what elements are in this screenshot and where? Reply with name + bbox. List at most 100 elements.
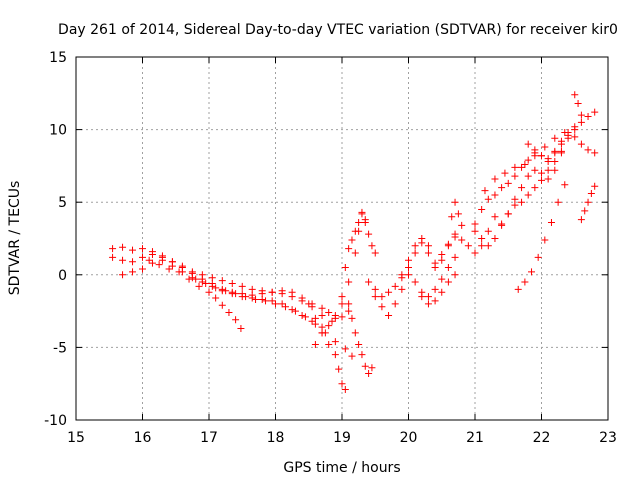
data-point	[587, 189, 595, 197]
data-point	[185, 275, 193, 283]
x-tick-label: 15	[67, 430, 85, 446]
series-trace-u	[577, 182, 599, 224]
data-point	[591, 108, 599, 116]
y-tick-label: 10	[49, 123, 67, 139]
data-point	[398, 271, 406, 279]
data-point	[514, 285, 522, 293]
data-point	[371, 285, 379, 293]
data-point	[405, 271, 412, 279]
data-point	[398, 285, 406, 293]
data-point	[378, 293, 386, 301]
data-point	[464, 242, 472, 250]
data-point	[518, 198, 526, 206]
data-point	[484, 242, 492, 250]
data-point	[348, 352, 356, 360]
data-point	[208, 282, 216, 290]
data-point	[511, 172, 519, 180]
data-point	[341, 345, 349, 353]
data-point	[188, 274, 196, 282]
grid-lines	[76, 57, 608, 420]
data-point	[218, 277, 226, 285]
data-point	[491, 191, 499, 199]
data-point	[591, 149, 599, 157]
data-point	[521, 278, 529, 286]
data-point	[471, 249, 479, 257]
data-point	[318, 304, 326, 312]
data-point	[498, 184, 506, 192]
data-point	[471, 227, 479, 235]
data-point	[328, 317, 336, 325]
data-point	[551, 166, 559, 174]
data-point	[418, 239, 426, 247]
data-point	[232, 290, 240, 298]
data-point	[411, 249, 419, 257]
data-point	[584, 113, 592, 121]
series-trace-h	[331, 208, 369, 322]
data-point	[438, 288, 446, 296]
data-point	[524, 156, 532, 164]
data-point	[301, 313, 309, 321]
data-point	[288, 288, 296, 296]
data-point	[331, 351, 339, 359]
data-point	[405, 264, 412, 272]
data-point	[504, 179, 512, 187]
data-point	[418, 293, 426, 301]
data-point	[252, 295, 260, 303]
data-point	[378, 303, 386, 311]
data-point	[405, 256, 412, 264]
data-point	[561, 129, 569, 137]
data-point	[262, 297, 270, 305]
x-tick-label: 20	[400, 430, 418, 446]
y-tick-label: 0	[58, 268, 67, 284]
data-point	[564, 131, 572, 139]
data-point	[212, 284, 220, 292]
series-trace-m	[418, 271, 459, 308]
data-point	[192, 275, 200, 283]
series-trace-l	[398, 230, 466, 279]
x-tick-label: 18	[267, 430, 285, 446]
data-point	[524, 172, 532, 180]
data-point	[491, 175, 499, 183]
data-point	[198, 278, 206, 286]
data-point	[238, 282, 246, 290]
x-axis-label: GPS time / hours	[283, 460, 400, 476]
data-point	[538, 176, 545, 184]
series-trace-k	[371, 253, 459, 319]
data-point	[351, 227, 359, 235]
data-point	[109, 253, 117, 261]
series-trace-e	[192, 275, 356, 360]
series-trace-b	[109, 250, 353, 325]
data-point	[574, 99, 582, 107]
chart-title: Day 261 of 2014, Sidereal Day-to-day VTE…	[58, 22, 618, 38]
data-point	[577, 111, 585, 119]
data-point	[278, 287, 286, 295]
data-point	[358, 351, 366, 359]
data-point	[451, 253, 459, 261]
data-point	[242, 293, 250, 301]
data-point	[308, 317, 316, 325]
data-point	[272, 300, 279, 308]
data-point	[581, 207, 589, 215]
x-tick-label: 16	[134, 430, 152, 446]
data-point	[471, 220, 479, 228]
data-point	[129, 268, 137, 276]
data-point	[311, 314, 319, 322]
series-trace-r	[481, 123, 579, 195]
data-point	[458, 236, 466, 244]
data-point	[524, 191, 532, 199]
data-point	[478, 205, 486, 213]
x-tick-label: 19	[333, 430, 351, 446]
data-point	[308, 303, 316, 311]
data-point	[288, 306, 296, 314]
data-point	[557, 149, 565, 157]
data-point	[451, 198, 459, 206]
data-point	[544, 175, 552, 183]
data-point	[547, 219, 555, 227]
data-point	[358, 208, 366, 216]
data-point	[571, 123, 579, 131]
data-point	[554, 198, 562, 206]
data-point	[444, 240, 452, 248]
data-point	[248, 294, 256, 302]
data-point	[311, 340, 319, 348]
